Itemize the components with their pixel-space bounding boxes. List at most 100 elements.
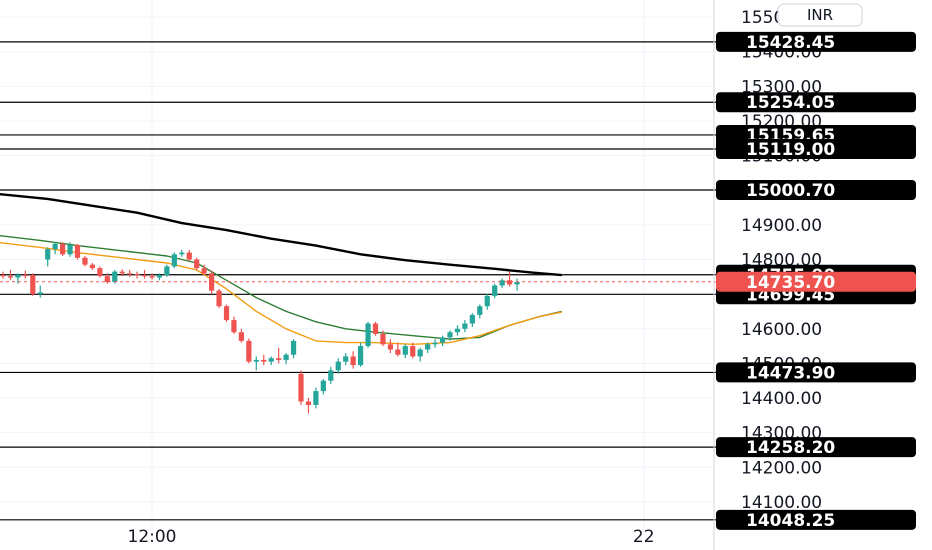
level-badge xyxy=(716,509,916,530)
candle[interactable] xyxy=(305,398,312,414)
level-badge xyxy=(716,139,916,160)
candle[interactable] xyxy=(149,273,155,280)
ma-short-line xyxy=(0,242,562,345)
candle-body xyxy=(60,243,66,255)
candle[interactable] xyxy=(343,352,349,366)
candle-body xyxy=(112,271,118,282)
candle[interactable] xyxy=(454,325,461,336)
candle[interactable] xyxy=(365,321,371,348)
currency-selector[interactable]: INR xyxy=(777,3,863,27)
candle-body xyxy=(514,282,520,285)
horizontal-levels[interactable] xyxy=(0,41,720,521)
candle-body xyxy=(283,354,289,360)
candle-body xyxy=(15,274,21,278)
candle[interactable] xyxy=(447,330,453,341)
candle[interactable] xyxy=(335,358,341,374)
candle[interactable] xyxy=(328,366,334,385)
candle[interactable] xyxy=(290,339,297,359)
candle[interactable] xyxy=(477,304,483,319)
candle[interactable] xyxy=(201,264,207,276)
currency-label[interactable]: INR xyxy=(807,6,833,24)
time-tick-label: 12:00 xyxy=(128,527,177,547)
candle[interactable] xyxy=(238,328,244,343)
candle[interactable] xyxy=(60,242,66,257)
candle-body xyxy=(387,344,393,350)
candle-body xyxy=(186,252,192,260)
candle[interactable] xyxy=(268,356,274,366)
level-badge-label: 15428.45 xyxy=(746,33,835,53)
candle[interactable] xyxy=(89,262,95,270)
candle[interactable] xyxy=(216,288,222,308)
candle[interactable] xyxy=(22,270,28,279)
candle-body xyxy=(223,306,230,321)
currency-button[interactable] xyxy=(777,3,863,27)
candle[interactable] xyxy=(246,338,252,364)
candles[interactable] xyxy=(0,242,520,414)
candle[interactable] xyxy=(417,347,423,362)
candle[interactable] xyxy=(156,273,163,281)
candle[interactable] xyxy=(0,271,6,279)
candle[interactable] xyxy=(97,266,103,278)
candle[interactable] xyxy=(432,339,438,348)
time-axis[interactable]: 12:00 22 xyxy=(128,527,655,547)
candle[interactable] xyxy=(74,243,81,260)
candle-body xyxy=(425,344,431,350)
candle[interactable] xyxy=(484,294,490,310)
level-badge-label: 15254.05 xyxy=(746,93,835,113)
candle[interactable] xyxy=(45,247,51,267)
candle[interactable] xyxy=(425,342,431,353)
candle[interactable] xyxy=(439,335,446,347)
level-badge xyxy=(716,362,916,383)
candle[interactable] xyxy=(253,356,259,371)
candle[interactable] xyxy=(134,271,140,279)
candle-body xyxy=(395,349,401,355)
candle[interactable] xyxy=(410,342,416,359)
candle[interactable] xyxy=(171,252,177,269)
candle[interactable] xyxy=(52,242,58,255)
candle[interactable] xyxy=(127,269,133,277)
candle[interactable] xyxy=(298,370,304,405)
candle[interactable] xyxy=(119,269,125,277)
candle[interactable] xyxy=(283,352,289,365)
candle[interactable] xyxy=(514,278,520,291)
candle[interactable] xyxy=(320,378,326,395)
candle[interactable] xyxy=(507,271,513,287)
candle[interactable] xyxy=(261,354,267,366)
candle[interactable] xyxy=(223,304,230,322)
candle[interactable] xyxy=(402,344,408,359)
candle[interactable] xyxy=(15,273,21,284)
candle[interactable] xyxy=(313,387,319,409)
candle[interactable] xyxy=(104,273,110,284)
candle[interactable] xyxy=(492,283,498,299)
candle[interactable] xyxy=(30,273,36,296)
candle[interactable] xyxy=(387,339,393,353)
candle[interactable] xyxy=(186,249,192,262)
candle[interactable] xyxy=(395,342,401,357)
candle[interactable] xyxy=(350,351,356,369)
candle[interactable] xyxy=(380,330,386,347)
candle[interactable] xyxy=(358,342,364,367)
candle-body xyxy=(320,380,326,392)
candle[interactable] xyxy=(141,269,148,279)
candle[interactable] xyxy=(179,249,185,257)
candle[interactable] xyxy=(37,285,43,298)
candle[interactable] xyxy=(194,257,200,270)
candle[interactable] xyxy=(276,347,282,364)
price-axis[interactable]: 15500.0015400.0015300.0015200.0015100.00… xyxy=(713,0,916,550)
candle[interactable] xyxy=(499,278,505,288)
candle-body xyxy=(499,280,505,286)
candle-body xyxy=(402,346,408,355)
candle[interactable] xyxy=(82,256,88,267)
candle[interactable] xyxy=(372,321,379,336)
candle[interactable] xyxy=(67,242,73,257)
candle[interactable] xyxy=(7,269,14,281)
candle[interactable] xyxy=(209,270,215,295)
candle[interactable] xyxy=(462,320,468,333)
candle[interactable] xyxy=(469,313,475,328)
candle-body xyxy=(156,275,163,278)
candle[interactable] xyxy=(231,316,237,334)
candle[interactable] xyxy=(164,264,170,277)
level-badge xyxy=(716,179,916,200)
